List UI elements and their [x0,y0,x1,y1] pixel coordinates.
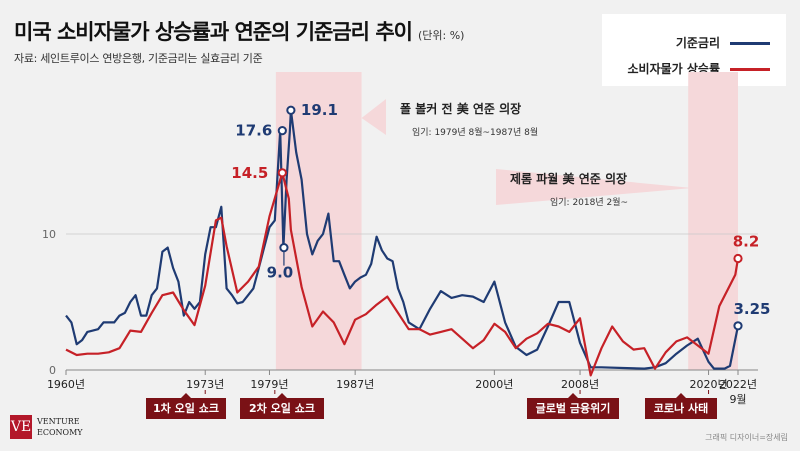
ytick-label-0: 0 [49,364,56,377]
legend-swatch-cpi [730,68,770,71]
source-note: 자료: 세인트루이스 연방은행, 기준금리는 실효금리 기준 [14,52,263,65]
annotation-marker-0 [277,126,287,136]
xtick-label-2: 1979년 [250,378,288,391]
logo-name: VENTURE ECONOMY [37,416,83,438]
period-title-1: 제롬 파월 美 연준 의장 [510,171,627,186]
unit-label: (단위: %) [417,29,465,42]
xtick-label-4: 2000년 [475,378,513,391]
event-oil-shock-1: 1차 오일 쇼크 [146,393,226,419]
xtick-label-1: 1973년 [186,378,224,391]
annotation-marker-4 [733,253,743,264]
xtick-label-5: 2008년 [561,378,599,391]
period-title-0: 폴 볼커 전 美 연준 의장 [400,101,521,116]
shaded-period-1 [688,72,738,370]
annotation-label-4: 8.2 [733,232,760,250]
chart-title: 미국 소비자물가 상승률과 연준의 기준금리 추이 (단위: %) [14,16,464,46]
logo-line1: VENTURE [37,417,80,426]
ytick-label-10: 10 [42,228,56,241]
title-text: 미국 소비자물가 상승률과 연준의 기준금리 추이 [14,20,413,44]
xtick-label-7-b: 9월 [729,393,746,406]
series-line-cpi [65,171,740,377]
logo-mark: VE [10,415,32,439]
legend-item-rate: 기준금리 [602,32,786,52]
graphic-credit: 그래픽 디자이너=장세림 [705,433,788,442]
xtick-label-7: 2022년 [719,378,757,391]
event-financial-crisis: 글로벌 금융위기 [527,393,619,419]
xtick-label-3: 1987년 [336,378,374,391]
annotation-label-2: 9.0 [267,264,294,282]
period-pointer-0 [361,99,386,135]
annotation-marker-1 [286,105,296,115]
logo-line2: ECONOMY [37,428,83,437]
legend-label-rate: 기준금리 [675,36,720,50]
annotation-label-3: 14.5 [231,164,268,182]
annotation-marker-2 [279,243,289,253]
xtick-label-0: 1960년 [47,378,85,391]
xtick-label-6: 2020년 [689,378,727,391]
event-covid: 코로나 사태 [645,393,717,419]
series-line-rate [65,109,740,370]
period-subtitle-1: 임기: 2018년 2월~ [550,196,628,208]
annotation-marker-3 [277,168,287,178]
period-pointer-1 [496,169,693,205]
annotation-label-0: 17.6 [235,122,272,140]
event-oil-shock-2: 2차 오일 쇼크 [240,393,324,419]
annotation-marker-5 [733,321,743,331]
legend-swatch-rate [730,42,770,45]
annotation-label-5: 3.25 [733,300,770,318]
period-subtitle-0: 임기: 1979년 8월~1987년 8월 [412,126,538,138]
annotation-label-1: 19.1 [301,101,338,119]
